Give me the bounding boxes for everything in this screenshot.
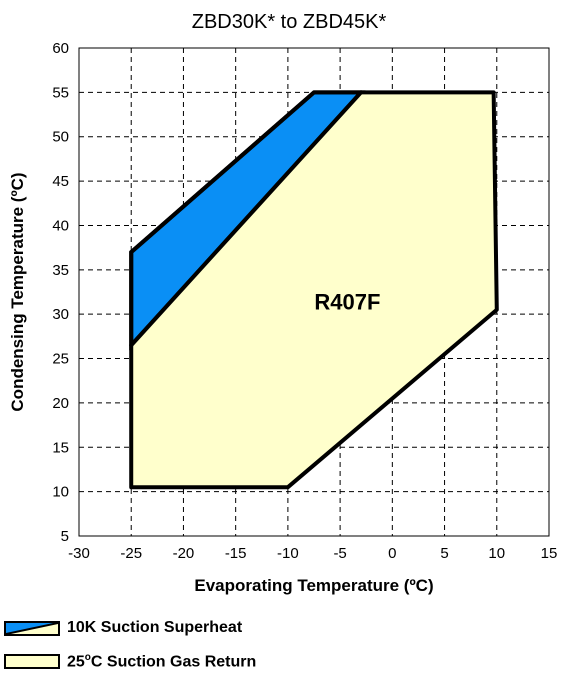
y-tick-label: 10 [52,484,69,501]
x-axis-label: Evaporating Temperature (ºC) [194,576,433,595]
x-tick-label: -5 [333,545,346,562]
chart-title: ZBD30K* to ZBD45K* [192,11,387,33]
y-tick-label: 5 [61,528,69,545]
operating-envelope-chart: -30 -25 -20 -15 -10 -5 0 5 10 15 5 10 15 20 25 30 35 40 45… [8,11,558,595]
y-tick-label: 50 [52,129,69,146]
y-tick-label: 25 [52,351,69,368]
plot-frame [78,47,550,537]
y-tick-label: 20 [52,395,69,412]
y-tick-label: 55 [52,84,69,101]
refrigerant-annotation: R407F [314,290,380,315]
superheat-boundary-line [129,90,363,348]
legend-item-gas-return: 25oC Suction Gas Return [4,652,256,671]
x-tick-label: -25 [120,545,142,562]
legend-swatch-gas-return [4,654,60,670]
x-tick-label: -15 [225,545,247,562]
y-tick-label: 15 [52,439,69,456]
x-tick-label: -20 [173,545,195,562]
legend-label-superheat: 10K Suction Superheat [67,619,243,636]
x-tick-label: 0 [388,545,396,562]
legend-label-gas-return: 25oC Suction Gas Return [67,652,257,671]
envelope-series-2 [131,92,497,488]
x-tick-label: -30 [68,545,90,562]
y-tick-label: 35 [52,262,69,279]
y-tick-label: 40 [52,217,69,234]
y-tick-label: 30 [52,306,69,323]
x-tick-label: 10 [488,545,505,562]
y-tick-label: 60 [52,40,69,57]
y-tick-label: 45 [52,173,69,190]
x-tick-label: 5 [440,545,448,562]
envelope-outline [129,90,499,490]
x-tick-label: -10 [277,545,299,562]
legend-swatch-superheat [4,620,60,636]
x-tick-label: 15 [541,545,558,562]
y-axis-label: Condensing Temperature (ºC) [8,172,27,411]
legend-item-superheat: 10K Suction Superheat [4,619,242,637]
